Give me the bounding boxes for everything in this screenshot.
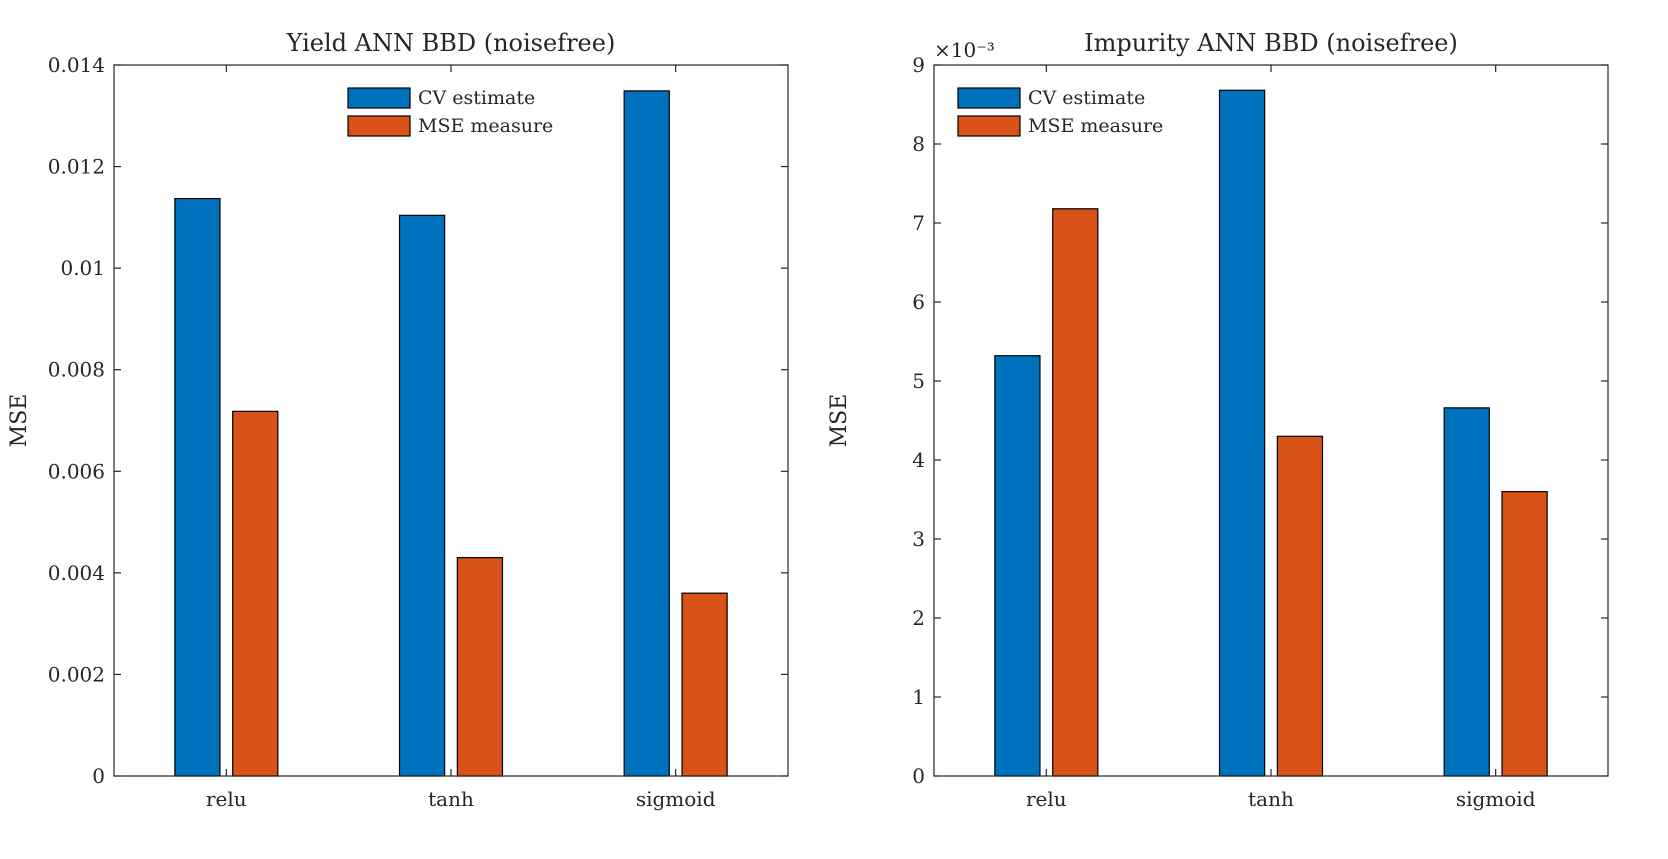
- x-tick-label-tanh: tanh: [428, 787, 474, 811]
- bar-mse-measure-tanh: [456, 557, 504, 777]
- y-tick-label: 1: [912, 685, 925, 709]
- y-tick-label: 6: [912, 290, 925, 314]
- bar-mse-measure-relu: [1052, 208, 1099, 777]
- y-tick-label: 3: [912, 527, 925, 551]
- legend: CV estimate MSE measure: [347, 87, 553, 137]
- legend-swatch-mse-measure: [957, 115, 1021, 137]
- y-tick-label: 0: [92, 764, 105, 788]
- bar-cv-estimate-relu: [994, 355, 1041, 777]
- y-tick-label: 0.012: [48, 155, 105, 179]
- legend-swatch-mse-measure: [347, 115, 411, 137]
- bar-cv-estimate-sigmoid: [623, 90, 670, 777]
- legend-label-cv-estimate: CV estimate: [418, 87, 535, 109]
- y-tick-label: 2: [912, 606, 925, 630]
- chart-panel-2: 0 1 2 3 4 5 6 7 8 9 relu tanh sigmoid ×10⁻³ Impurity A…: [827, 29, 1609, 811]
- bar-cv-estimate-sigmoid: [1443, 407, 1490, 777]
- y-tick-label: 4: [912, 448, 925, 472]
- y-tick-label: 9: [912, 53, 925, 77]
- y-axis-label: MSE: [827, 394, 852, 448]
- chart-title: Yield ANN BBD (noisefree): [286, 29, 616, 57]
- bar-mse-measure-sigmoid: [681, 592, 728, 777]
- bar-cv-estimate-relu: [174, 197, 221, 777]
- legend: CV estimate MSE measure: [957, 87, 1163, 137]
- legend-swatch-cv-estimate: [347, 87, 411, 109]
- bar-cv-estimate-tanh: [1218, 89, 1266, 777]
- bar-cv-estimate-tanh: [398, 214, 446, 777]
- legend-label-cv-estimate: CV estimate: [1028, 87, 1145, 109]
- y-tick-label: 5: [912, 369, 925, 393]
- x-tick-label-relu: relu: [206, 787, 247, 811]
- x-tick-label-sigmoid: sigmoid: [1456, 787, 1536, 811]
- x-tick-label-tanh: tanh: [1248, 787, 1294, 811]
- legend-label-mse-measure: MSE measure: [1028, 115, 1163, 137]
- legend-label-mse-measure: MSE measure: [418, 115, 553, 137]
- y-tick-label: 0.01: [60, 256, 105, 280]
- y-axis-exponent-label: ×10⁻³: [934, 38, 995, 62]
- bar-mse-measure-relu: [232, 410, 279, 777]
- bar-mse-measure-tanh: [1276, 435, 1324, 777]
- x-tick-label-sigmoid: sigmoid: [636, 787, 716, 811]
- x-tick-label-relu: relu: [1026, 787, 1067, 811]
- y-tick-label: 0: [912, 764, 925, 788]
- y-tick-label: 0.008: [48, 358, 105, 382]
- y-tick-label: 8: [912, 132, 925, 156]
- y-tick-label: 7: [912, 211, 925, 235]
- y-axis-label: MSE: [7, 394, 32, 448]
- chart-title: Impurity ANN BBD (noisefree): [1084, 29, 1458, 57]
- bar-mse-measure-sigmoid: [1501, 491, 1548, 777]
- y-tick-label: 0.004: [48, 561, 105, 585]
- legend-swatch-cv-estimate: [957, 87, 1021, 109]
- chart-panel-1: 0 0.002 0.004 0.006 0.008 0.01 0.012 0.014 relu t…: [7, 29, 789, 811]
- y-tick-label: 0.002: [48, 662, 105, 686]
- y-tick-label: 0.006: [48, 459, 105, 483]
- y-tick-label: 0.014: [48, 53, 105, 77]
